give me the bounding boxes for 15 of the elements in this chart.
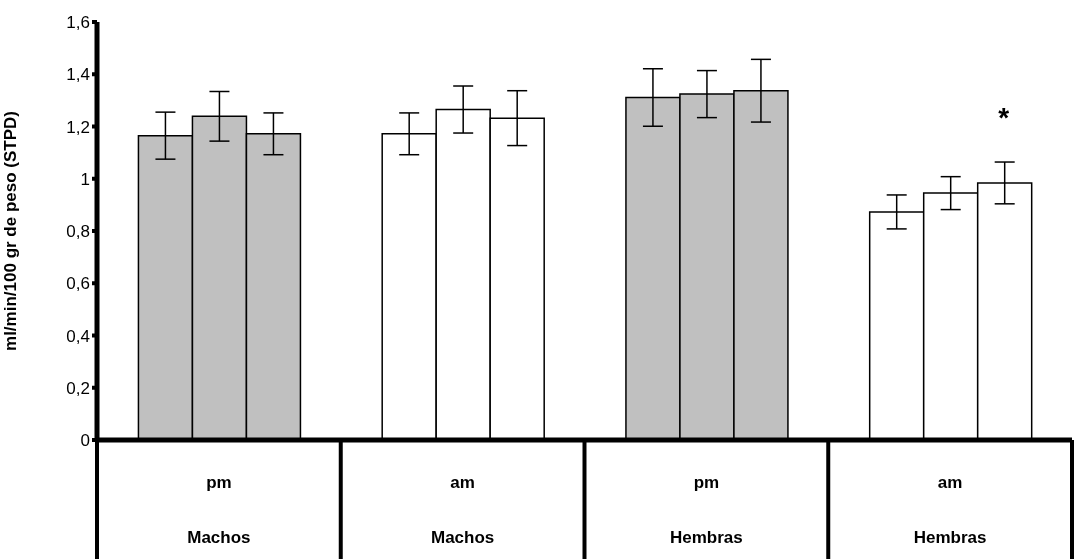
category-label: pm Machos	[187, 473, 251, 547]
y-tick-label: 1,6	[66, 13, 90, 33]
y-tick-label: 1	[80, 169, 90, 189]
y-axis-title: ml/min/100 gr de peso (STPD)	[1, 111, 21, 351]
y-tick-label: 0,8	[66, 222, 90, 242]
y-tick-label: 0,2	[66, 378, 90, 398]
category-label: am Hembras	[913, 473, 987, 547]
annotation: *	[997, 102, 1011, 135]
y-tick-label: 1,4	[66, 65, 90, 85]
y-tick-label: 0	[80, 431, 90, 451]
category-label: am Machos	[430, 473, 495, 547]
y-tick-label: 1,2	[66, 117, 90, 137]
y-tick-label: 0,6	[66, 274, 90, 294]
y-tick-label: 0,4	[66, 326, 90, 346]
category-label: pm Hembras	[669, 473, 743, 547]
